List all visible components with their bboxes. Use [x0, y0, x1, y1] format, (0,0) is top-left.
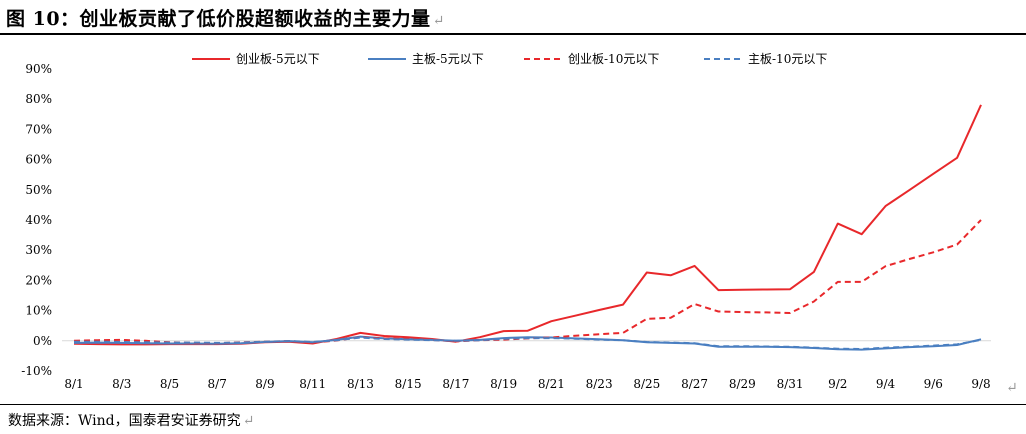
legend-item-3: 创业板-10元以下: [524, 52, 659, 66]
x-axis: 8/1 8/3 8/5 8/7 8/9 8/11 8/13 8/15 8/17 8/19 8/21 8…: [62, 340, 991, 391]
source-text: 数据来源：Wind，国泰君安证券研究: [8, 413, 241, 429]
x-tick-label: 8/27: [681, 377, 708, 391]
y-tick-label: 70%: [25, 122, 52, 136]
y-tick-label: 80%: [25, 92, 52, 106]
y-tick-label: 0%: [33, 334, 52, 348]
legend-item-4: 主板-10元以下: [704, 52, 827, 66]
legend-label: 主板-5元以下: [412, 52, 484, 66]
title-divider: [0, 33, 1026, 35]
x-tick-label: 9/4: [876, 377, 896, 391]
legend-item-1: 创业板-5元以下: [192, 52, 320, 66]
x-tick-label: 8/29: [729, 377, 756, 391]
y-tick-label: 50%: [25, 183, 52, 197]
x-tick-label: 9/2: [828, 377, 847, 391]
source-note: 数据来源：Wind，国泰君安证券研究 ↵: [8, 410, 254, 430]
x-tick-label: 8/1: [64, 377, 83, 391]
return-arrow-icon: ↵: [1006, 380, 1018, 396]
x-tick-label: 8/23: [586, 377, 613, 391]
figure-title: 图 10：创业板贡献了低价股超额收益的主要力量 ↵: [6, 4, 445, 31]
x-tick-label: 9/6: [924, 377, 943, 391]
y-tick-label: 30%: [25, 243, 52, 257]
series-line-4: [74, 336, 982, 350]
y-tick-label: 10%: [25, 304, 52, 318]
x-tick-label: 8/21: [538, 377, 565, 391]
x-tick-label: 8/25: [633, 377, 660, 391]
x-tick-label: 8/9: [255, 377, 274, 391]
x-tick-label: 8/3: [112, 377, 131, 391]
chart-legend: 创业板-5元以下 主板-5元以下 创业板-10元以下 主板-10元以下: [192, 52, 827, 66]
y-tick-label: 90%: [25, 62, 52, 76]
series-line-1: [73, 104, 982, 346]
x-tick-label: 9/8: [971, 377, 990, 391]
line-chart: 创业板-5元以下 主板-5元以下 创业板-10元以下 主板-10元以下 -10% 0% 1…: [21, 52, 991, 391]
figure-title-text: 图 10：创业板贡献了低价股超额收益的主要力量: [6, 8, 431, 30]
x-tick-label: 8/31: [777, 377, 804, 391]
y-tick-label: -10%: [21, 364, 52, 378]
y-tick-label: 20%: [25, 273, 52, 287]
x-tick-label: 8/11: [299, 377, 326, 391]
legend-label: 创业板-5元以下: [236, 52, 320, 66]
source-divider: [0, 404, 1026, 405]
y-tick-label: 60%: [25, 153, 52, 167]
y-axis: -10% 0% 10% 20% 30% 40% 50% 60% 70% 80% 90%: [21, 62, 52, 378]
plot-area: [73, 104, 982, 351]
legend-label: 创业板-10元以下: [568, 52, 659, 66]
x-tick-label: 8/17: [442, 377, 469, 391]
paragraph-mark-icon: ↵: [432, 13, 445, 29]
x-tick-label: 8/15: [395, 377, 422, 391]
x-tick-label: 8/5: [160, 377, 179, 391]
legend-label: 主板-10元以下: [748, 52, 827, 66]
x-tick-label: 8/19: [490, 377, 517, 391]
figure-title-bar: 图 10：创业板贡献了低价股超额收益的主要力量 ↵: [0, 0, 1026, 35]
series-line-3: [73, 219, 982, 345]
x-tick-label: 8/7: [208, 377, 227, 391]
legend-item-2: 主板-5元以下: [368, 52, 484, 66]
paragraph-mark-icon: ↵: [242, 413, 255, 429]
y-tick-label: 40%: [25, 213, 52, 227]
x-tick-label: 8/13: [347, 377, 374, 391]
